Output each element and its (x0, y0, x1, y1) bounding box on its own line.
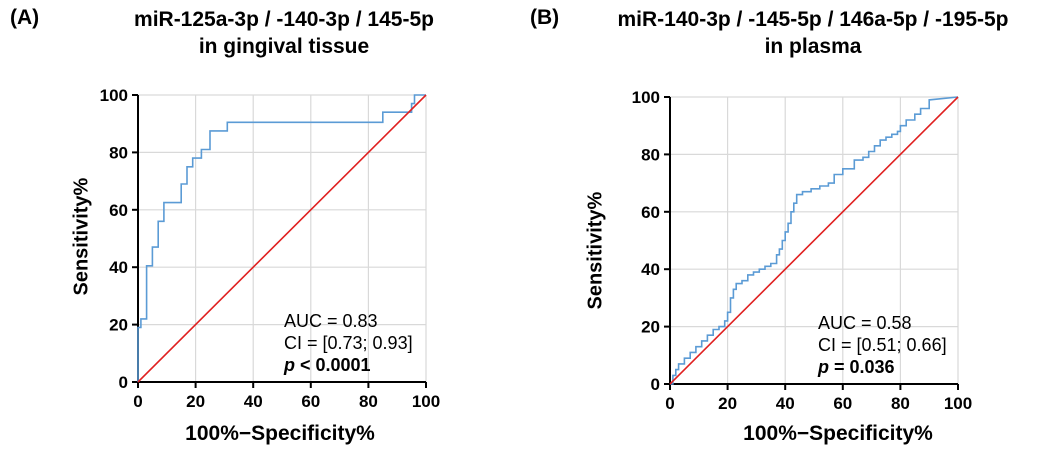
reference-line (669, 96, 959, 385)
x-tick-label: 40 (776, 394, 795, 413)
y-tick-label: 0 (119, 373, 128, 392)
x-tick-label: 0 (133, 392, 142, 411)
chart-panel-a: (A) miR-125a-3p / -140-3p / 145-5p in gi… (10, 6, 484, 445)
panel-label: (B) (530, 6, 560, 29)
chart-title-line1: miR-125a-3p / -140-3p / 145-5p (134, 8, 434, 31)
x-tick-label: 20 (186, 392, 205, 411)
y-tick-label: 100 (632, 88, 660, 107)
auc-text: AUC = 0.83 (284, 311, 378, 331)
y-tick-label: 40 (641, 260, 660, 279)
auc-text: AUC = 0.58 (818, 313, 912, 333)
y-tick-label: 40 (109, 258, 128, 277)
chart-title: miR-140-3p / -145-5p / 146a-5p / -195-5p… (578, 6, 1048, 60)
y-tick-label: 80 (109, 143, 128, 162)
y-tick-label: 0 (651, 375, 660, 394)
p-value-text: p < 0.0001 (284, 354, 413, 376)
y-tick-label: 20 (641, 318, 660, 337)
x-tick-label: 60 (833, 394, 852, 413)
x-tick-label: 100 (944, 394, 972, 413)
p-symbol: p (284, 355, 295, 375)
x-tick-label: 60 (301, 392, 320, 411)
x-axis-label: 100%−Specificity% (743, 422, 933, 445)
roc-curve (670, 96, 959, 385)
reference-line (137, 94, 427, 383)
x-tick-label: 80 (359, 392, 378, 411)
x-tick-label: 80 (891, 394, 910, 413)
ci-text: CI = [0.51; 0.66] (818, 335, 947, 355)
p-symbol: p (818, 357, 829, 377)
panel-label: (A) (10, 6, 40, 29)
chart-title-line2: in gingival tissue (198, 35, 370, 58)
y-tick-label: 60 (641, 203, 660, 222)
x-axis-label: 100%−Specificity% (185, 422, 375, 445)
stats-box: AUC = 0.58 CI = [0.51; 0.66] p = 0.036 (818, 312, 947, 378)
x-tick-label: 100 (412, 392, 440, 411)
p-value: = 0.036 (829, 357, 895, 377)
x-tick-label: 0 (665, 394, 674, 413)
plot-area: 00 20 20 40 40 60 60 80 80 100 100 (632, 88, 973, 413)
stats-box: AUC = 0.83 CI = [0.73; 0.93] p < 0.0001 (284, 310, 413, 376)
chart-title-line1: miR-140-3p / -145-5p / 146a-5p / -195-5p (617, 8, 1009, 31)
chart-panel-b: (B) miR-140-3p / -145-5p / 146a-5p / -19… (524, 0, 1048, 450)
plot-area: 00 20 20 40 40 60 60 80 80 100 100 (100, 86, 441, 411)
x-tick-label: 40 (244, 392, 263, 411)
p-value: < 0.0001 (295, 355, 371, 375)
roc-curve (137, 94, 426, 382)
x-tick-label: 20 (718, 394, 737, 413)
y-tick-label: 80 (641, 145, 660, 164)
p-value-text: p = 0.036 (818, 356, 947, 378)
chart-title-line2: in plasma (764, 35, 862, 58)
ci-text: CI = [0.73; 0.93] (284, 333, 413, 353)
y-tick-label: 100 (100, 86, 128, 105)
chart-title: miR-125a-3p / -140-3p / 145-5p in gingiv… (84, 6, 484, 60)
y-tick-label: 60 (109, 201, 128, 220)
y-tick-label: 20 (109, 316, 128, 335)
